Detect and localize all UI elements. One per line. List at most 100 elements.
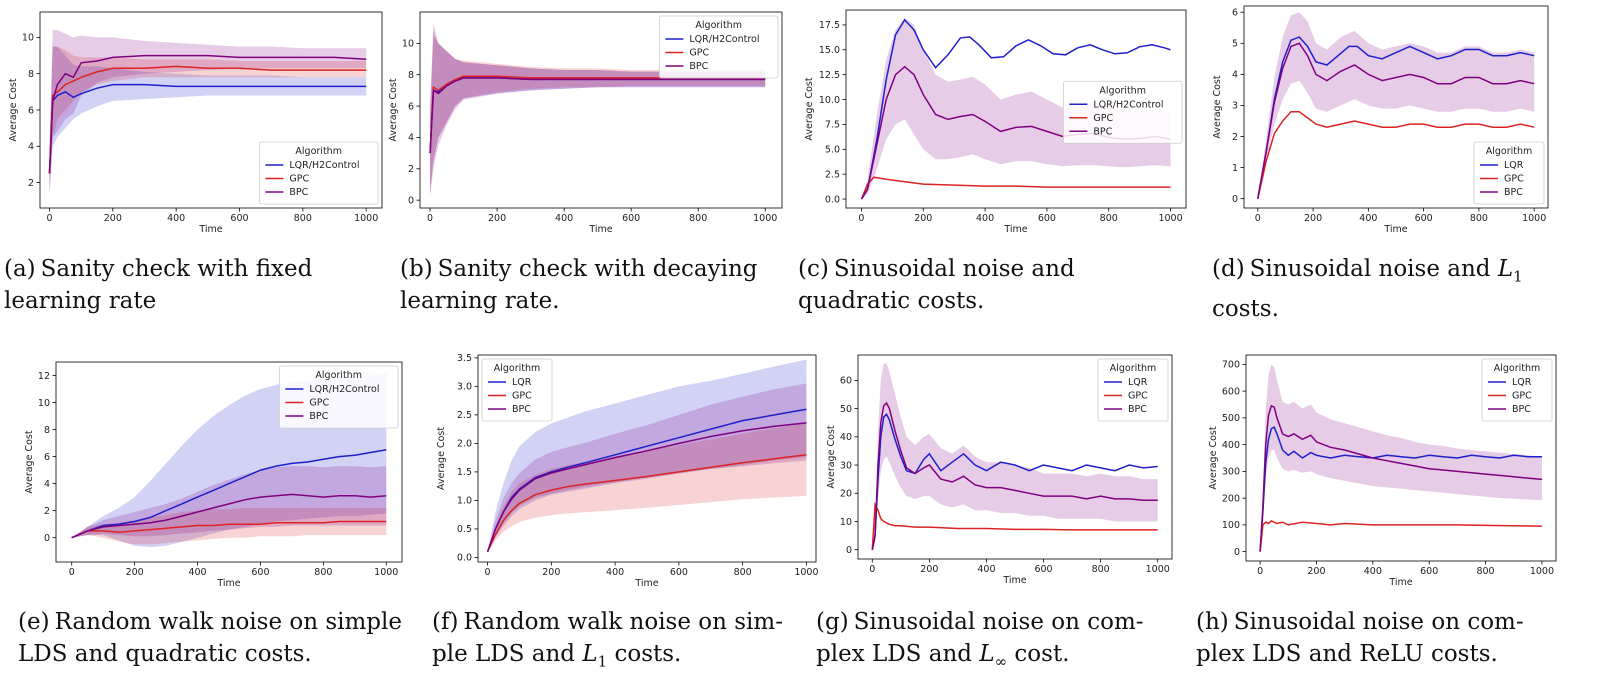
legend-entry: BPC — [309, 411, 328, 422]
x-tick-label: 400 — [167, 213, 185, 224]
chart-panel-d: 0 200 400 600 800 1000 0 1 2 3 4 5 6 Time Average Cost… — [1208, 0, 1606, 245]
legend-box — [1481, 358, 1553, 422]
x-tick-label: 200 — [914, 213, 932, 224]
legend-entry: LQR/H2Control — [1093, 99, 1163, 110]
caption-text: Sinusoidal noise and — [1249, 256, 1498, 282]
caption-text: Sanity check with fixed — [40, 256, 313, 282]
x-tick-label: 1000 — [1158, 213, 1182, 224]
caption-tag: (c) — [798, 256, 829, 282]
legend-box — [1473, 141, 1545, 205]
y-tick-label: 0 — [408, 195, 414, 206]
y-tick-label: 17.5 — [819, 20, 840, 31]
x-tick-label: 0 — [69, 567, 75, 578]
y-axis-label: Average Cost — [24, 430, 35, 493]
plot-frame — [1245, 354, 1557, 562]
y-tick-label: 10 — [22, 33, 34, 44]
chart-panel-f: 0 200 400 600 800 1000 0.0 0.5 1.0 1.5 2.0 2.5 3.0 3.… — [420, 350, 820, 600]
band-bpc — [1257, 12, 1535, 199]
plot-frame — [477, 354, 817, 563]
legend-entry: BPC — [1504, 187, 1523, 198]
x-tick-label: 800 — [294, 213, 312, 224]
legend: Algorithm LQR/H2Control GPC BPC — [1062, 80, 1183, 144]
legend: Algorithm LQR/H2Control GPC BPC — [278, 365, 399, 429]
x-tick-label: 400 — [976, 213, 994, 224]
caption-a: (a) Sanity check with fixed learning rate — [4, 253, 386, 317]
y-axis-label: Average Cost — [804, 77, 815, 140]
line-lqr — [871, 413, 1158, 550]
legend-entry: LQR/H2Control — [689, 34, 759, 45]
x-tick-label: 600 — [622, 213, 640, 224]
caption-text: Sinusoidal noise on com- — [853, 609, 1144, 635]
y-tick-label: 0.0 — [457, 553, 472, 564]
caption-text: learning rate — [4, 288, 157, 314]
caption-b: (b) Sanity check with decaying learning ra… — [400, 253, 788, 317]
band-lqr-h2control — [49, 46, 367, 192]
y-tick-label: 3.5 — [457, 353, 472, 364]
x-tick-label: 800 — [1092, 564, 1110, 575]
x-tick-label: 1000 — [374, 567, 398, 578]
x-tick-label: 200 — [920, 564, 938, 575]
chart-panel-a: 0 200 400 600 800 1000 2 4 6 8 10 Time Average Cost A… — [0, 0, 398, 245]
y-tick-label: 1.5 — [457, 467, 472, 478]
legend: Algorithm LQR GPC BPC — [481, 358, 553, 422]
y-tick-label: 4 — [408, 133, 414, 144]
x-tick-label: 1000 — [1522, 213, 1546, 224]
y-tick-label: 12.5 — [819, 70, 840, 81]
band-gpc — [49, 46, 367, 192]
y-tick-label: 8 — [44, 425, 50, 436]
legend-title: Algorithm — [1494, 363, 1541, 374]
legend-title: Algorithm — [295, 146, 342, 157]
x-tick-label: 400 — [1359, 213, 1377, 224]
math-symbol: L1 — [1497, 256, 1523, 286]
y-axis-label: Average Cost — [388, 78, 399, 141]
legend-entry: GPC — [309, 398, 329, 409]
caption-text: Sinusoidal noise on com- — [1233, 609, 1524, 635]
legend-box — [481, 358, 553, 422]
caption-text: Random walk noise on sim- — [463, 609, 783, 635]
legend-entry: LQR — [1504, 160, 1524, 171]
plot-frame — [55, 361, 403, 563]
x-tick-label: 0 — [1257, 566, 1263, 577]
y-tick-label: 5 — [1232, 39, 1238, 50]
y-tick-label: 0 — [1234, 547, 1240, 558]
band-bpc — [861, 18, 1171, 199]
x-tick-label: 600 — [251, 567, 269, 578]
x-tick-label: 400 — [977, 564, 995, 575]
legend-box — [1097, 358, 1169, 422]
plot-frame — [1243, 5, 1549, 209]
x-tick-label: 200 — [126, 567, 144, 578]
x-tick-label: 800 — [689, 213, 707, 224]
caption-text: costs. — [607, 641, 682, 667]
plot-frame — [845, 9, 1187, 209]
math-symbol: L1 — [582, 641, 608, 671]
y-tick-label: 2.5 — [457, 410, 472, 421]
y-tick-label: 8 — [408, 70, 414, 81]
band-bpc — [872, 363, 1158, 550]
y-tick-label: 500 — [1222, 413, 1240, 424]
y-tick-label: 10 — [38, 398, 50, 409]
legend-box — [258, 141, 379, 205]
chart-g: 0 200 400 600 800 1000 0 10 20 30 40 50 60 Time Averag… — [826, 354, 1173, 586]
legend-entry: GPC — [289, 174, 309, 185]
legend-entry: LQR/H2Control — [309, 384, 379, 395]
y-tick-label: 20 — [840, 489, 852, 500]
x-tick-label: 400 — [606, 567, 624, 578]
caption-text: learning rate. — [400, 288, 560, 314]
y-tick-label: 0 — [846, 545, 852, 556]
y-tick-label: 10 — [402, 39, 414, 50]
x-tick-label: 0 — [485, 567, 491, 578]
legend: Algorithm LQR/H2Control GPC BPC — [658, 15, 779, 79]
x-tick-label: 1000 — [1530, 566, 1554, 577]
line-gpc — [1257, 110, 1535, 199]
y-tick-label: 200 — [1222, 493, 1240, 504]
x-tick-label: 200 — [1307, 566, 1325, 577]
x-axis-label: Time — [1383, 224, 1407, 235]
y-tick-label: 600 — [1222, 386, 1240, 397]
caption-text: Random walk noise on simple — [54, 609, 402, 635]
y-tick-label: 3.0 — [457, 382, 472, 393]
legend: Algorithm LQR/H2Control GPC BPC — [258, 141, 379, 205]
plot-frame — [419, 11, 783, 209]
x-axis-label: Time — [588, 224, 612, 235]
legend-entry: GPC — [1128, 391, 1148, 402]
legend-entry: LQR/H2Control — [289, 160, 359, 171]
